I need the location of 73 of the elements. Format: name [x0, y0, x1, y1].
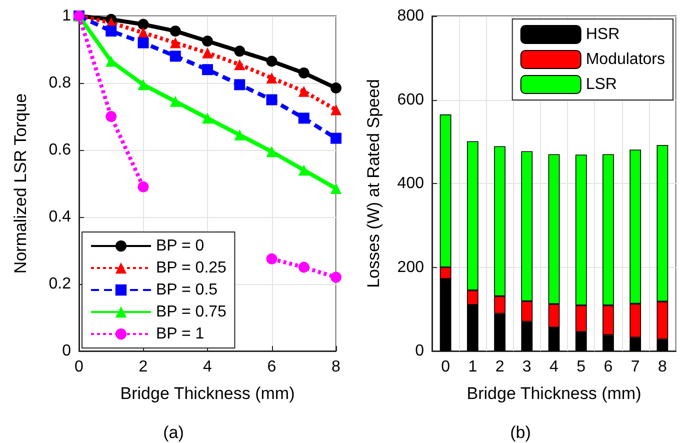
x-tick-label: 6	[267, 358, 276, 376]
x-tick-label: 1	[468, 358, 478, 376]
point	[330, 104, 342, 116]
legend-label: BP = 0.25	[156, 260, 227, 276]
point	[106, 111, 117, 122]
x-tick-label: 2	[138, 358, 148, 376]
x-tick-label: 5	[576, 358, 586, 376]
x-axis-title: Bridge Thickness (mm)	[120, 384, 295, 403]
legend-label: BP = 0.5	[156, 282, 218, 298]
point	[202, 47, 213, 58]
text: (b)	[510, 423, 531, 442]
legend-label: BP = 0.75	[156, 304, 227, 320]
y-axis-title: Normalized LSR Torque	[11, 93, 30, 274]
x-tick-label: 7	[630, 358, 640, 376]
point	[106, 56, 117, 67]
point	[298, 164, 310, 176]
y-tick-label: 400	[397, 175, 424, 192]
y-tick-label: 0.4	[48, 208, 72, 226]
y-tick-label: 600	[397, 91, 424, 108]
y-tick-label: 0.6	[48, 142, 72, 158]
point	[234, 59, 246, 70]
x-tick-label: 2	[495, 358, 504, 376]
point	[202, 64, 213, 76]
x-tick-label: 0	[74, 358, 84, 376]
x-tick-label: 8	[658, 358, 667, 376]
point	[330, 183, 342, 194]
legend-label: BP = 0	[156, 238, 204, 254]
x-tick-label: 3	[522, 358, 532, 376]
y-tick-label: 800	[397, 8, 424, 24]
point	[138, 181, 149, 192]
y-tick-label: 0	[62, 342, 72, 360]
x-tick-label: 8	[332, 358, 341, 376]
x-tick-label: 0	[441, 358, 450, 376]
point	[234, 79, 246, 90]
point	[170, 50, 181, 62]
y-tick-label: 0.8	[48, 74, 72, 92]
point	[106, 26, 117, 37]
point	[202, 112, 213, 124]
y-tick-label: 0.2	[48, 276, 72, 292]
legend-label: LSR	[586, 76, 617, 93]
x-tick-label: 6	[604, 358, 613, 376]
point	[234, 129, 246, 140]
point	[170, 37, 181, 48]
point	[266, 56, 278, 67]
point	[330, 272, 342, 283]
point	[202, 36, 213, 47]
point	[138, 79, 149, 90]
x-tick-label: 4	[550, 358, 559, 376]
y-tick-label: 0	[415, 342, 424, 360]
legend-label: Modulators	[586, 51, 666, 68]
point	[234, 46, 246, 57]
y-tick-label: 1	[62, 8, 72, 24]
legend-label: BP = 1	[156, 326, 204, 342]
point	[298, 67, 310, 78]
point	[298, 262, 310, 273]
point	[170, 96, 181, 107]
point	[266, 94, 278, 106]
point	[298, 112, 310, 124]
x-axis-title: Bridge Thickness (mm)	[466, 384, 642, 403]
point	[170, 26, 181, 37]
point	[330, 82, 342, 94]
x-tick-label: 4	[203, 358, 212, 376]
text: (a)	[163, 423, 184, 442]
point	[266, 253, 278, 264]
point	[138, 18, 149, 30]
point	[138, 37, 149, 48]
y-tick-label: 200	[397, 258, 424, 276]
y-axis-title: Losses (W) at Rated Speed	[364, 79, 383, 288]
point	[266, 146, 278, 158]
point	[330, 132, 342, 144]
legend-label: HSR	[586, 26, 620, 43]
point	[266, 72, 278, 84]
point	[298, 86, 310, 97]
